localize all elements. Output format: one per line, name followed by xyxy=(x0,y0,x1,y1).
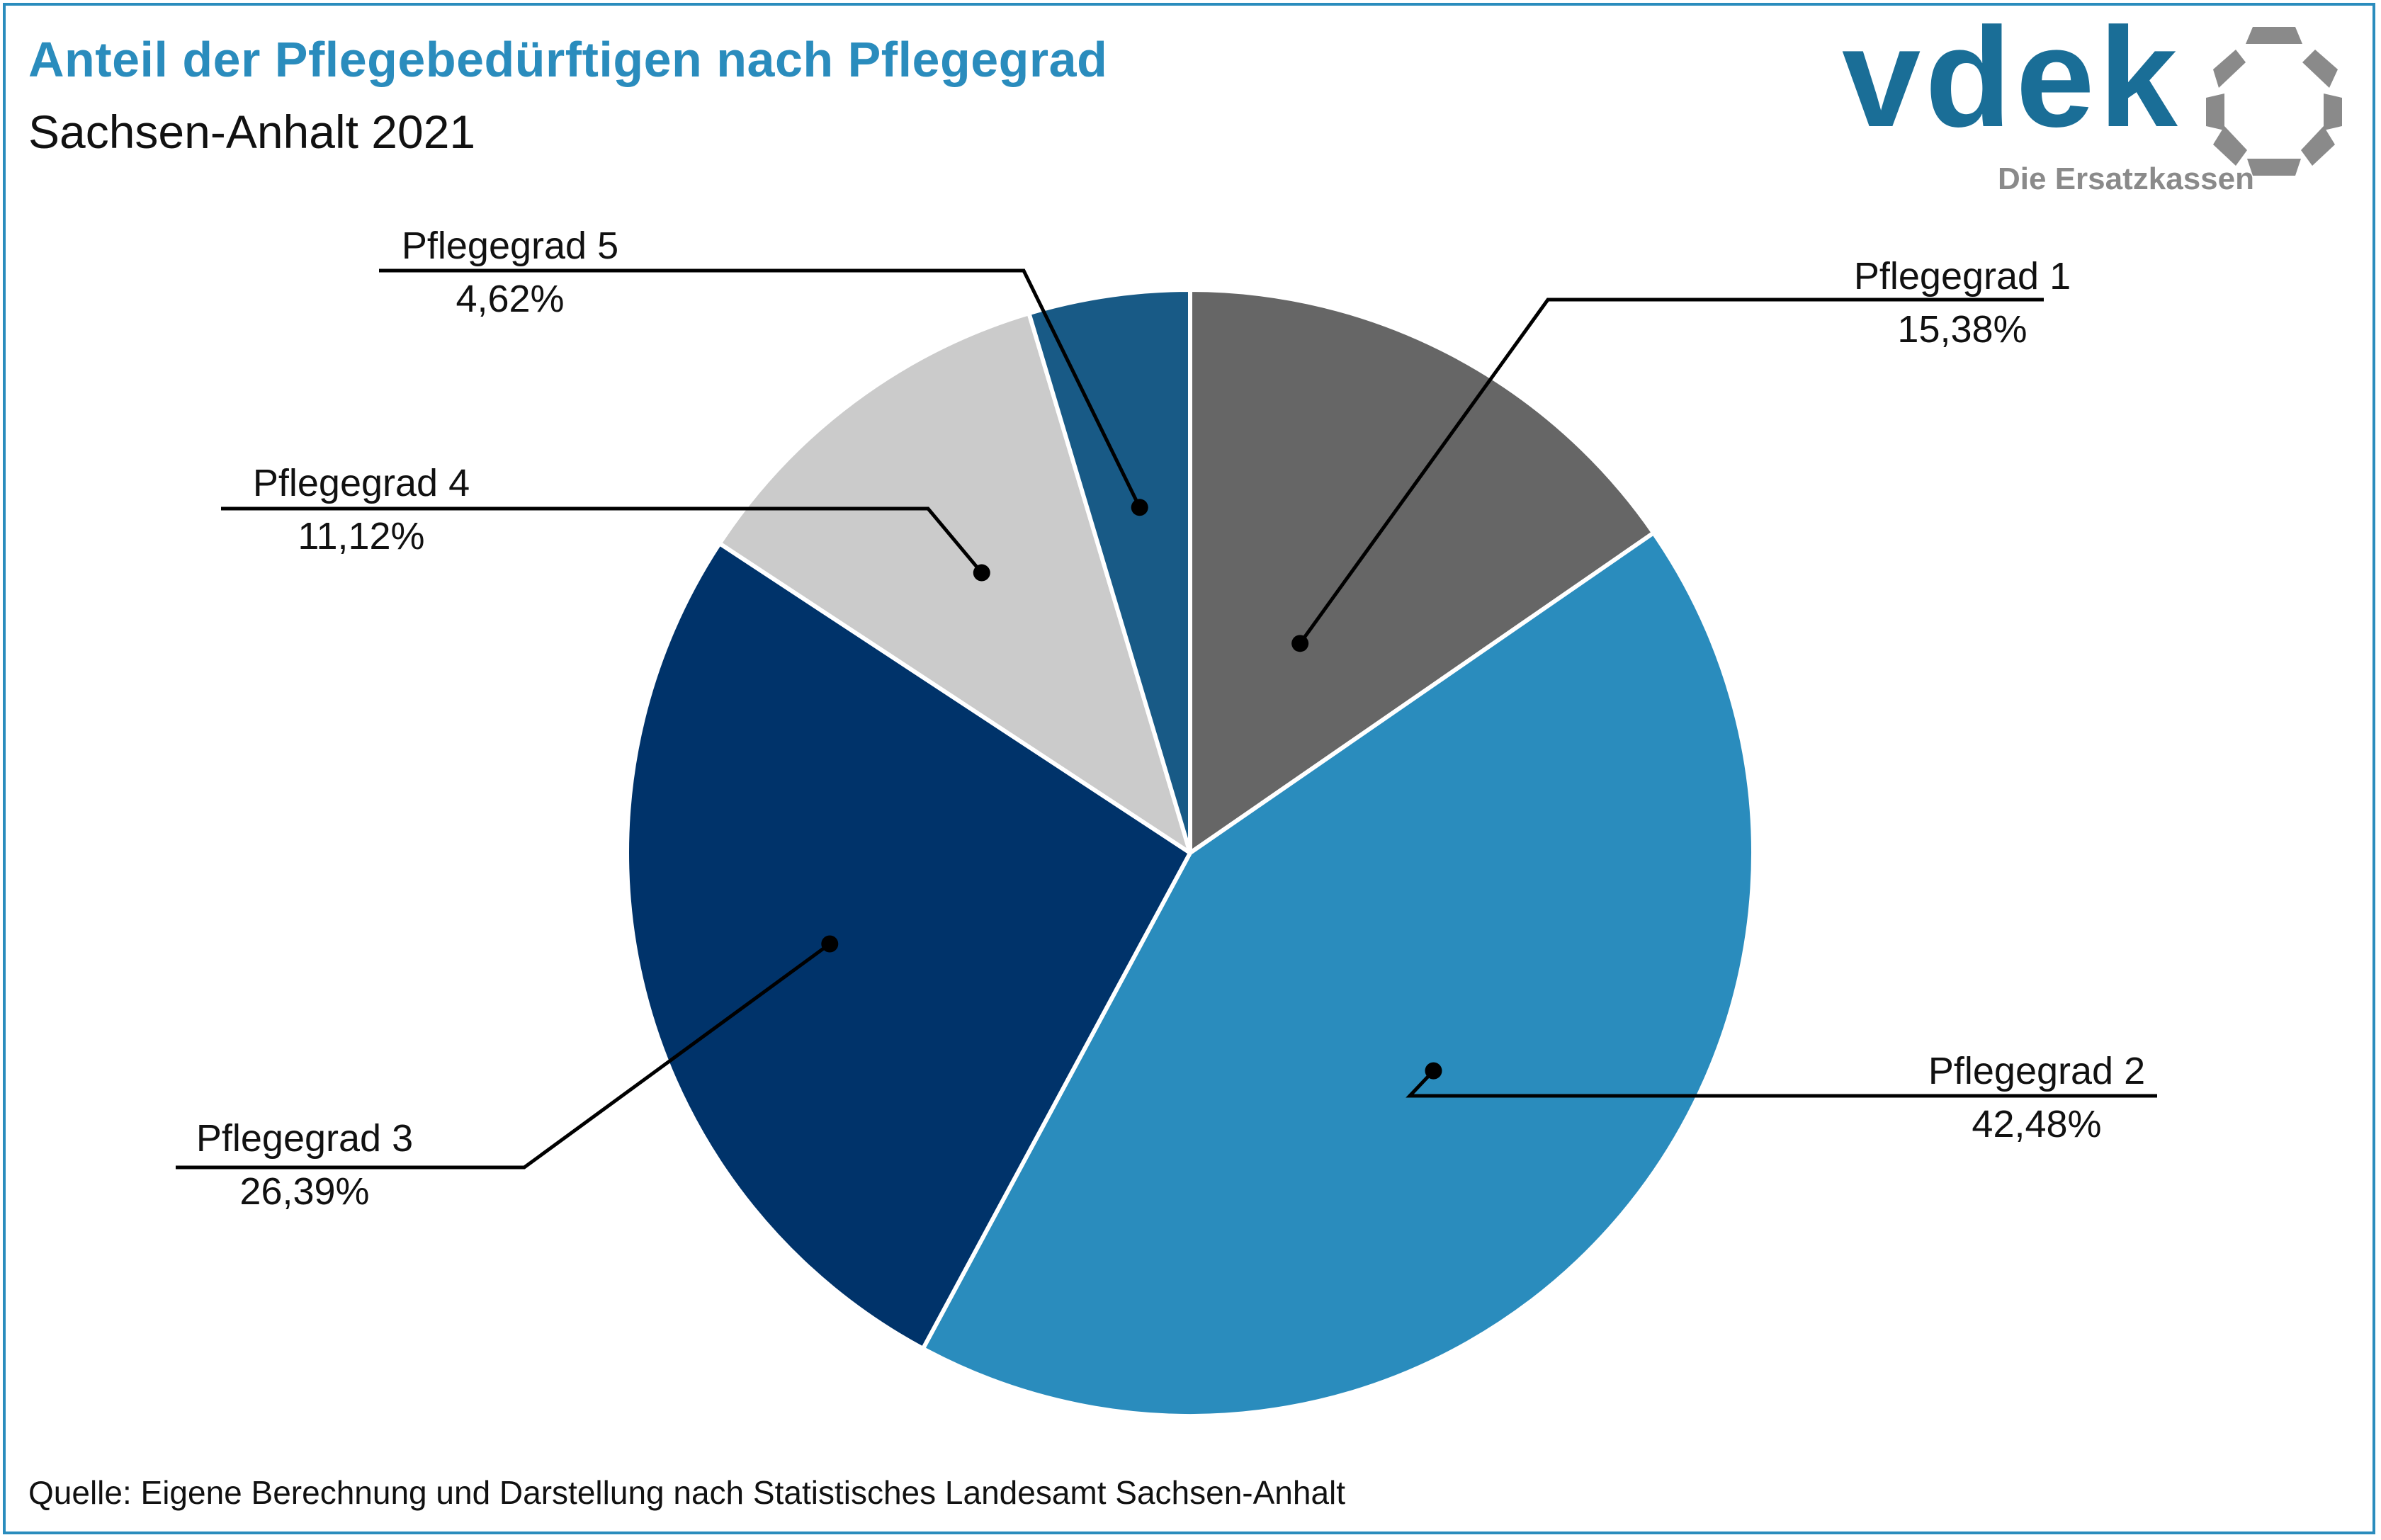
slice-value-4: 11,12% xyxy=(298,515,424,557)
leader-dot-2 xyxy=(1425,1062,1442,1080)
logo-wordmark: vdek xyxy=(1842,0,2182,157)
slice-value-3: 26,39% xyxy=(239,1170,369,1213)
pie-slice-2 xyxy=(920,531,1755,1418)
leader-line-1 xyxy=(1299,298,2044,645)
source-note: Quelle: Eigene Berechnung und Darstellun… xyxy=(28,1474,1346,1511)
pie-slice-3 xyxy=(624,541,1192,1351)
leader-dot-5 xyxy=(1131,499,1148,516)
leader-dot-4 xyxy=(973,564,990,582)
slice-label-1: Pflegegrad 1 xyxy=(1854,255,2071,298)
pie-slice-1 xyxy=(1188,288,1656,855)
logo-ring-icon xyxy=(2206,27,2342,176)
vdek-logo: vdek Die Ersatzkassen xyxy=(1842,7,2352,204)
leader-dot-1 xyxy=(1291,635,1309,652)
slice-value-2: 42,48% xyxy=(1972,1103,2101,1145)
chart-title: Anteil der Pflegebedürftigen nach Pflege… xyxy=(28,32,1108,87)
logo-tagline: Die Ersatzkassen xyxy=(1998,162,2254,196)
slice-label-3: Pflegegrad 3 xyxy=(196,1117,413,1160)
chart-subtitle: Sachsen-Anhalt 2021 xyxy=(28,106,476,158)
pie-slice-5 xyxy=(1027,288,1192,855)
leader-dot-3 xyxy=(821,935,839,953)
leader-line-4 xyxy=(221,506,983,574)
leader-line-3 xyxy=(176,942,831,1170)
leader-line-5 xyxy=(379,268,1141,509)
slice-value-5: 4,62% xyxy=(456,278,564,320)
slice-label-4: Pflegegrad 4 xyxy=(253,462,470,504)
slice-value-1: 15,38% xyxy=(1897,308,2027,351)
leader-line-2 xyxy=(1406,1069,2157,1098)
slice-label-2: Pflegegrad 2 xyxy=(1928,1050,2145,1092)
slice-label-5: Pflegegrad 5 xyxy=(402,225,618,267)
